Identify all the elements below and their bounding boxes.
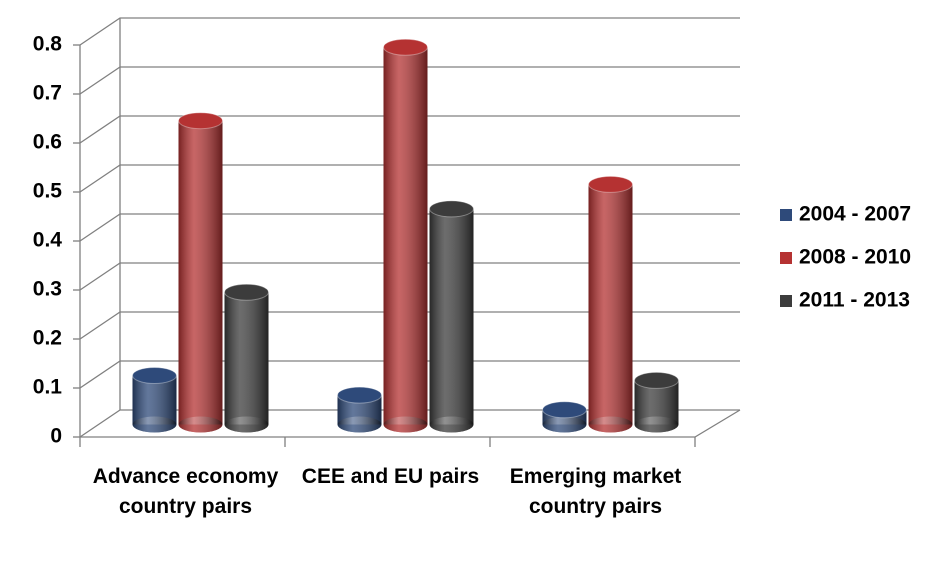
y-tick-label: 0.5 [33, 180, 63, 203]
x-tick-label: CEE and EU pairs [301, 465, 480, 488]
cylinder-top [178, 112, 223, 130]
cylinder-top [634, 371, 679, 389]
cylinder-top [224, 283, 269, 301]
cylinder-shade [224, 292, 269, 425]
cylinder-top [588, 175, 633, 193]
grid-line [79, 409, 740, 438]
cylinder-shade [383, 47, 428, 425]
cylinder-top [542, 401, 587, 419]
legend-swatch [780, 209, 792, 221]
cylinder-top [337, 386, 382, 404]
y-tick-label: 0.6 [33, 131, 62, 154]
y-tick-label: 0.4 [33, 229, 63, 252]
legend-label: 2011 - 2013 [799, 289, 910, 312]
y-tick-label: 0 [50, 425, 62, 448]
cylinder-shade [132, 375, 177, 425]
y-tick-label: 0.7 [33, 82, 62, 105]
cylinder-top [429, 200, 474, 218]
cylinder-top [132, 367, 177, 384]
x-tick-label: Advance economy country pairs [92, 465, 279, 518]
legend-label: 2004 - 2007 [799, 203, 911, 226]
legend-swatch [780, 252, 792, 264]
grid-line [79, 17, 740, 46]
cylinder-shade [588, 184, 633, 425]
y-tick-label: 0.1 [33, 376, 63, 399]
cylinder-top [383, 38, 428, 56]
cylinder-shade [429, 208, 474, 425]
grid-line [79, 213, 740, 242]
grid-line [79, 115, 740, 144]
x-tick-label: Emerging market country pairs [509, 465, 682, 518]
legend-label: 2008 - 2010 [799, 246, 911, 269]
grid-line [79, 311, 740, 340]
grid-line [79, 164, 740, 193]
y-tick-label: 0.2 [33, 327, 62, 350]
y-tick-label: 0.8 [33, 33, 63, 56]
cylinder-shade [178, 120, 223, 425]
grid-line [79, 262, 740, 291]
grid-line [79, 360, 740, 389]
legend-swatch [780, 295, 792, 307]
grid-line [79, 66, 740, 95]
y-tick-label: 0.3 [33, 278, 62, 301]
